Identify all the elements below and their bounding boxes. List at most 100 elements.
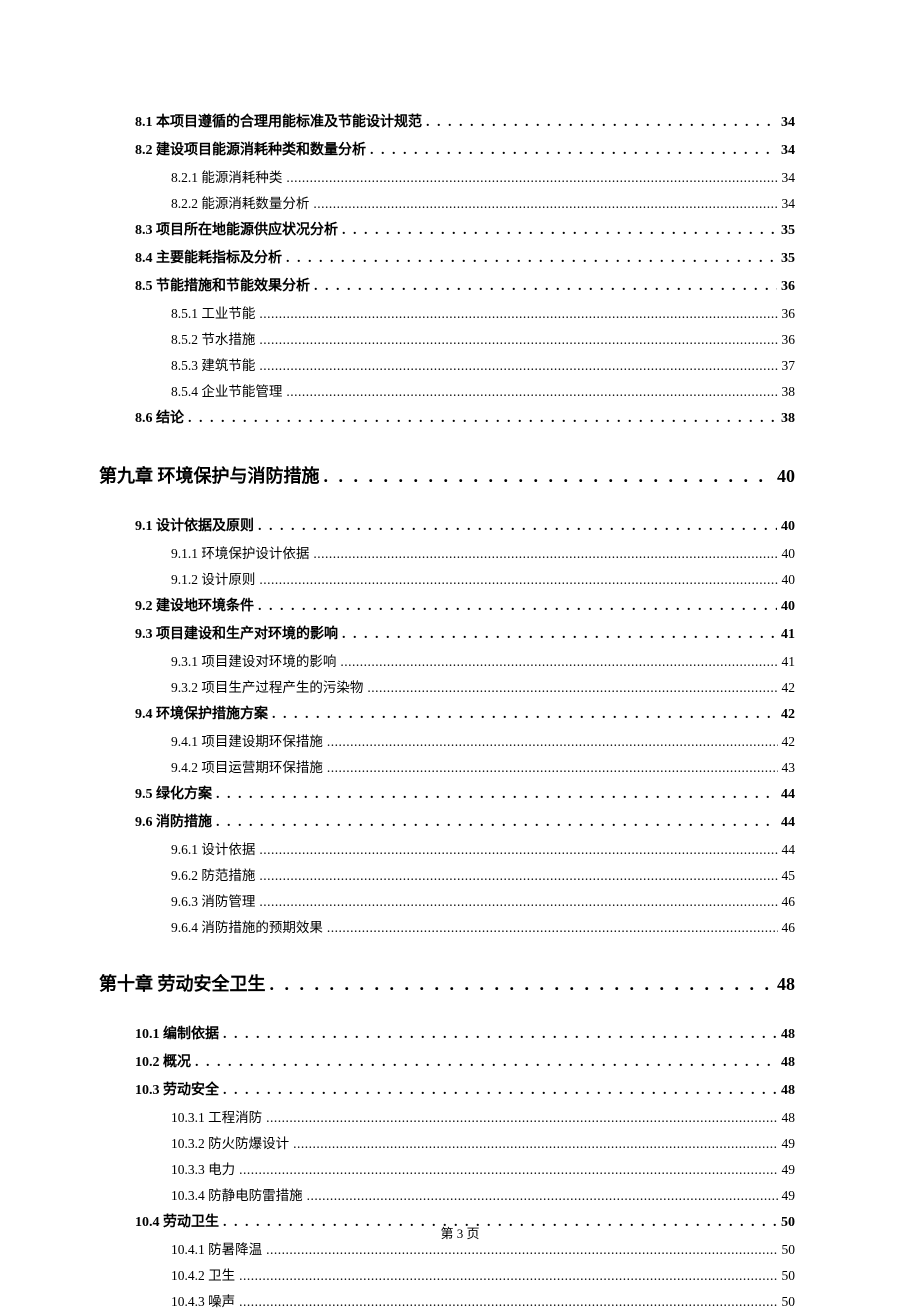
toc-page-number: 50 (782, 1290, 796, 1314)
toc-entry: 8.1 本项目遵循的合理用能标准及节能设计规范34 (135, 110, 795, 136)
toc-leader (188, 406, 777, 432)
toc-label: 10.3 劳动安全 (135, 1078, 219, 1104)
toc-label: 9.6.4 消防措施的预期效果 (171, 916, 323, 940)
toc-label: 9.1.2 设计原则 (171, 568, 255, 592)
toc-leader (314, 274, 777, 300)
toc-entry: 10.2 概况 48 (135, 1050, 795, 1076)
toc-leader (313, 542, 777, 566)
toc-entry: 9.3.2 项目生产过程产生的污染物42 (135, 676, 795, 700)
toc-label: 10.3.2 防火防爆设计 (171, 1132, 289, 1156)
toc-leader (370, 138, 777, 164)
toc-leader (342, 622, 777, 648)
toc-entry: 9.5 绿化方案 44 (135, 782, 795, 808)
toc-entry: 9.4 环境保护措施方案42 (135, 702, 795, 728)
toc-page-number: 44 (781, 810, 795, 836)
toc-label: 10.4.2 卫生 (171, 1264, 235, 1288)
toc-page-number: 48 (782, 1106, 796, 1130)
toc-leader (239, 1264, 777, 1288)
toc-leader (270, 970, 774, 998)
toc-label: 10.3.1 工程消防 (171, 1106, 262, 1130)
toc-entry: 第九章 环境保护与消防措施40 (99, 462, 795, 490)
toc-entry: 9.4.1 项目建设期环保措施 42 (135, 730, 795, 754)
toc-entry: 8.2 建设项目能源消耗种类和数量分析34 (135, 138, 795, 164)
toc-label: 9.5 绿化方案 (135, 782, 212, 808)
toc-entry: 10.4.3 噪声50 (135, 1290, 795, 1314)
toc-entry: 10.3.4 防静电防雷措施49 (135, 1184, 795, 1208)
toc-page-number: 50 (782, 1264, 796, 1288)
page-footer: 第 3 页 (0, 1223, 920, 1242)
toc-label: 9.1 设计依据及原则 (135, 514, 254, 540)
toc-page-number: 48 (777, 970, 795, 998)
toc-page-number: 38 (782, 380, 796, 404)
toc-entry: 10.3.3 电力49 (135, 1158, 795, 1182)
toc-page-number: 40 (781, 514, 795, 540)
toc-entry: 8.5.3 建筑节能37 (135, 354, 795, 378)
toc-label: 9.4.1 项目建设期环保措施 (171, 730, 323, 754)
toc-label: 10.2 概况 (135, 1050, 191, 1076)
toc-entry: 9.3 项目建设和生产对环境的影响 41 (135, 622, 795, 648)
toc-entry: 9.6.2 防范措施45 (135, 864, 795, 888)
toc-entry: 8.5.1 工业节能36 (135, 302, 795, 326)
toc-page-number: 48 (781, 1050, 795, 1076)
toc-page-number: 44 (781, 782, 795, 808)
toc-page-number: 49 (782, 1184, 796, 1208)
toc-page-number: 34 (781, 138, 795, 164)
toc-leader (259, 302, 777, 326)
toc-entry: 9.3.1 项目建设对环境的影响41 (135, 650, 795, 674)
toc-leader (324, 462, 774, 490)
toc-entry: 9.4.2 项目运营期环保措施43 (135, 756, 795, 780)
toc-label: 8.5.2 节水措施 (171, 328, 255, 352)
toc-leader (286, 380, 777, 404)
toc-label: 9.6 消防措施 (135, 810, 212, 836)
toc-label: 8.5 节能措施和节能效果分析 (135, 274, 310, 300)
toc-leader (286, 166, 777, 190)
toc-leader (266, 1106, 777, 1130)
toc-leader (313, 192, 777, 216)
toc-entry: 9.6.1 设计依据44 (135, 838, 795, 862)
toc-page-number: 40 (781, 594, 795, 620)
toc-entry: 8.5.2 节水措施 36 (135, 328, 795, 352)
toc-entry: 9.6 消防措施 44 (135, 810, 795, 836)
toc-label: 8.3 项目所在地能源供应状况分析 (135, 218, 338, 244)
toc-leader (342, 218, 777, 244)
toc-label: 8.5.1 工业节能 (171, 302, 255, 326)
toc-page-number: 49 (782, 1132, 796, 1156)
toc-leader (258, 514, 777, 540)
toc-page-number: 42 (782, 730, 796, 754)
toc-leader (223, 1022, 777, 1048)
toc-page-number: 41 (782, 650, 796, 674)
toc-entry: 8.5.4 企业节能管理38 (135, 380, 795, 404)
toc-leader (239, 1290, 777, 1314)
toc-label: 8.5.3 建筑节能 (171, 354, 255, 378)
toc-leader (259, 328, 777, 352)
toc-page-number: 41 (781, 622, 795, 648)
toc-entry: 9.2 建设地环境条件40 (135, 594, 795, 620)
toc-page-number: 48 (781, 1078, 795, 1104)
toc-page-number: 40 (777, 462, 795, 490)
toc-page-number: 49 (782, 1158, 796, 1182)
toc-label: 9.1.1 环境保护设计依据 (171, 542, 309, 566)
toc-page-number: 40 (782, 542, 796, 566)
toc-label: 8.2.2 能源消耗数量分析 (171, 192, 309, 216)
toc-entry: 8.6 结论38 (135, 406, 795, 432)
toc-leader (367, 676, 777, 700)
toc-label: 9.3 项目建设和生产对环境的影响 (135, 622, 338, 648)
toc-page-number: 36 (782, 328, 796, 352)
toc-page-number: 34 (781, 110, 795, 136)
toc-entry: 8.4 主要能耗指标及分析35 (135, 246, 795, 272)
toc-leader (272, 702, 777, 728)
toc-page-number: 44 (782, 838, 796, 862)
toc-page-number: 35 (781, 218, 795, 244)
toc-container: 8.1 本项目遵循的合理用能标准及节能设计规范348.2 建设项目能源消耗种类和… (135, 110, 795, 1314)
toc-entry: 9.6.4 消防措施的预期效果46 (135, 916, 795, 940)
toc-label: 9.6.3 消防管理 (171, 890, 255, 914)
toc-leader (293, 1132, 777, 1156)
toc-leader (216, 810, 777, 836)
toc-label: 8.6 结论 (135, 406, 184, 432)
toc-leader (307, 1184, 778, 1208)
toc-leader (259, 838, 777, 862)
toc-entry: 10.1 编制依据48 (135, 1022, 795, 1048)
toc-page-number: 36 (781, 274, 795, 300)
toc-entry: 8.5 节能措施和节能效果分析 36 (135, 274, 795, 300)
toc-leader (259, 864, 777, 888)
